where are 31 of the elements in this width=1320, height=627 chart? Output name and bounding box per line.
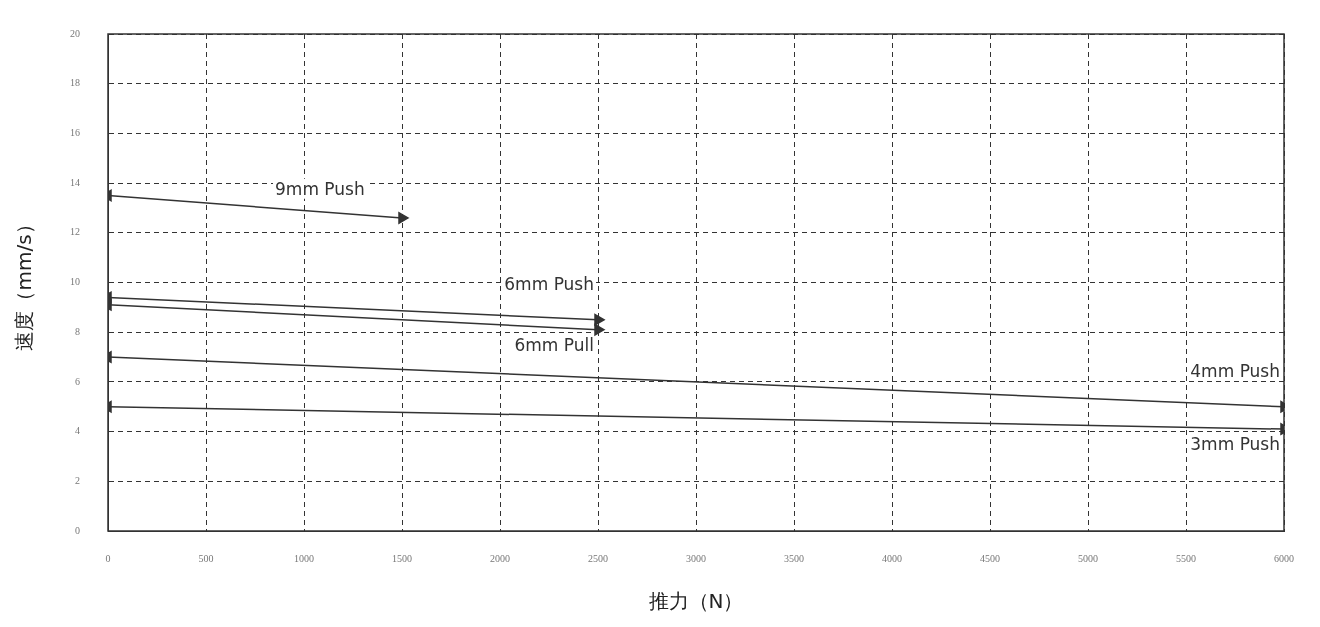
x-tick-label: 3500 — [784, 552, 804, 564]
x-tick-label: 2500 — [588, 552, 608, 564]
x-tick-label: 4500 — [980, 552, 1000, 564]
y-axis-title: 速度（mm/s） — [12, 214, 37, 351]
x-tick-label: 2000 — [490, 552, 510, 564]
x-axis-title: 推力（N） — [648, 589, 744, 614]
y-tick-label: 0 — [75, 524, 80, 536]
y-tick-label: 6 — [75, 375, 80, 387]
x-tick-label: 1500 — [392, 552, 412, 564]
y-tick-label: 8 — [75, 325, 80, 337]
series-label: 9mm Push — [275, 178, 365, 199]
y-tick-label: 18 — [70, 77, 80, 89]
y-tick-label: 14 — [70, 176, 80, 188]
series-label: 3mm Push — [1190, 434, 1280, 455]
series-label: 4mm Push — [1190, 360, 1280, 381]
x-tick-label: 4000 — [882, 552, 902, 564]
y-tick-label: 4 — [75, 425, 80, 437]
y-tick-label: 10 — [70, 276, 80, 288]
x-tick-label: 5000 — [1078, 552, 1098, 564]
x-tick-label: 6000 — [1274, 552, 1294, 564]
series-label: 6mm Pull — [514, 334, 594, 355]
y-tick-label: 2 — [75, 474, 80, 486]
series-label: 6mm Push — [504, 273, 594, 294]
x-tick-label: 5500 — [1176, 552, 1196, 564]
x-tick-label: 1000 — [294, 552, 314, 564]
y-tick-label: 16 — [70, 127, 80, 139]
y-tick-label: 12 — [70, 226, 80, 238]
x-tick-label: 0 — [105, 552, 111, 564]
x-tick-label: 3000 — [686, 552, 706, 564]
x-tick-label: 500 — [198, 552, 214, 564]
y-tick-label: 20 — [70, 27, 80, 39]
